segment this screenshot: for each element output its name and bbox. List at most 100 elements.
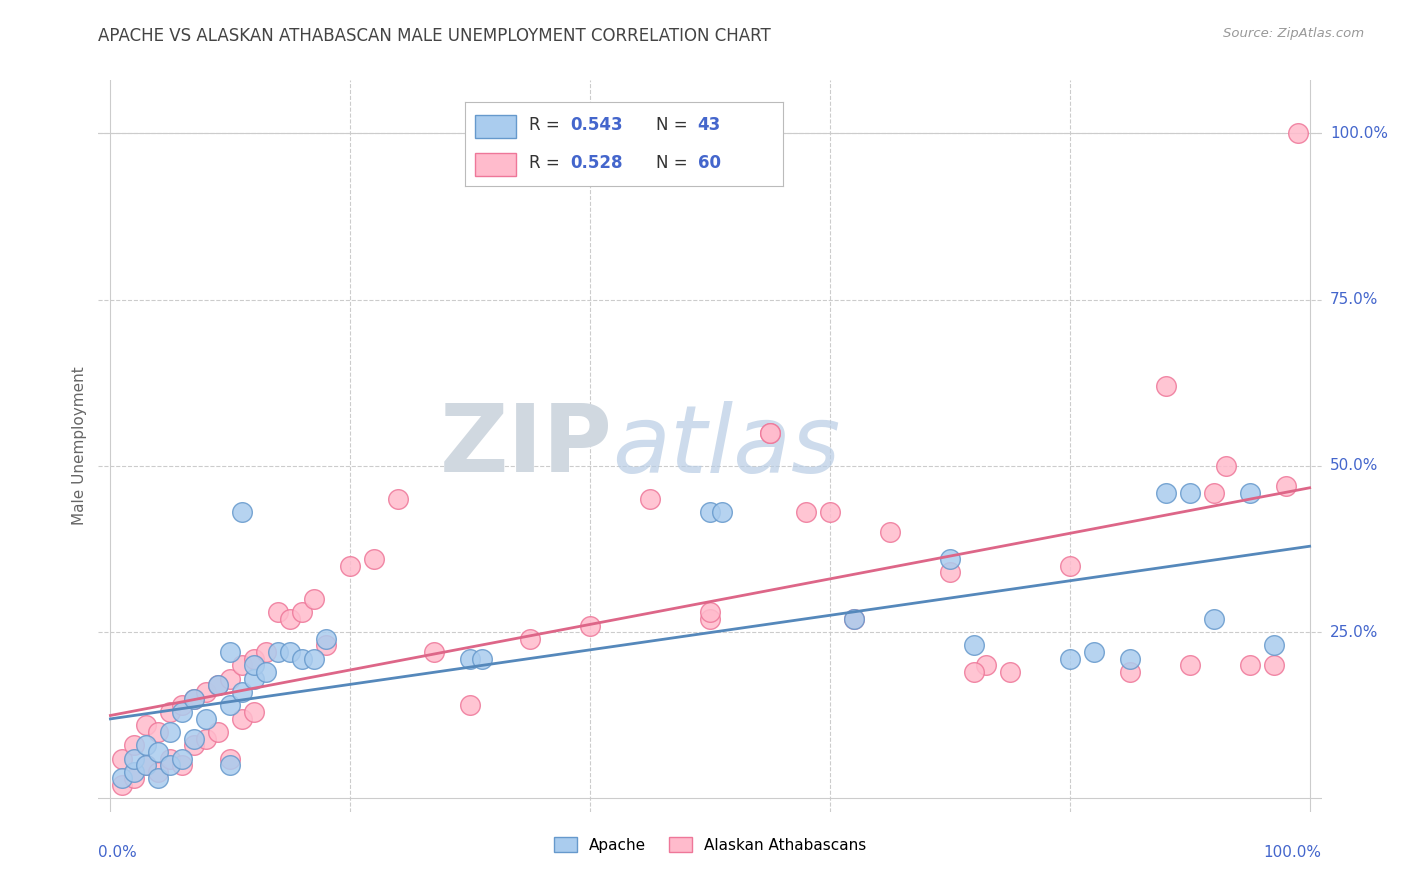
Text: 0.543: 0.543 (571, 116, 623, 134)
Point (254, 645, 277, 659)
Point (1202, 612, 1225, 626)
Point (207, 725, 229, 739)
Point (304, 591, 326, 606)
Text: APACHE VS ALASKAN ATHABASCAN MALE UNEMPLOYMENT CORRELATION CHART: APACHE VS ALASKAN ATHABASCAN MALE UNEMPL… (98, 27, 770, 45)
Point (1154, 485, 1177, 500)
Point (135, 758, 157, 772)
Point (231, 712, 253, 726)
Point (195, 712, 218, 726)
Point (998, 665, 1021, 679)
Point (219, 698, 242, 713)
Bar (475, 115, 516, 138)
Point (243, 658, 266, 673)
Point (267, 645, 290, 659)
Point (219, 672, 242, 686)
Point (278, 612, 301, 626)
Point (183, 691, 205, 706)
Point (939, 552, 962, 566)
Point (291, 605, 314, 619)
Point (267, 605, 290, 619)
Point (458, 698, 481, 713)
Point (195, 731, 218, 746)
Point (135, 758, 157, 772)
Point (699, 605, 721, 619)
Point (1154, 379, 1177, 393)
Text: R =: R = (529, 153, 565, 172)
Text: 25.0%: 25.0% (1330, 624, 1378, 640)
Point (339, 558, 361, 573)
Point (699, 612, 721, 626)
Point (759, 425, 782, 440)
Point (207, 678, 229, 692)
Point (219, 751, 242, 765)
Point (842, 612, 865, 626)
Point (638, 492, 661, 507)
Text: 0.0%: 0.0% (98, 845, 138, 860)
Point (1215, 458, 1237, 473)
Point (159, 758, 181, 772)
Point (111, 751, 134, 765)
Point (458, 652, 481, 666)
Text: 100.0%: 100.0% (1330, 126, 1388, 141)
Point (759, 425, 782, 440)
Point (1119, 665, 1142, 679)
Point (1178, 658, 1201, 673)
Point (148, 725, 170, 739)
Point (172, 751, 194, 765)
Point (219, 758, 242, 772)
Text: 50.0%: 50.0% (1330, 458, 1378, 474)
Point (423, 645, 446, 659)
Point (159, 725, 181, 739)
Point (183, 731, 205, 746)
Point (1274, 479, 1296, 493)
Point (183, 738, 205, 752)
Point (711, 506, 734, 520)
Point (974, 658, 997, 673)
Point (231, 506, 253, 520)
Point (1202, 485, 1225, 500)
Point (195, 685, 218, 699)
Text: 100.0%: 100.0% (1264, 845, 1322, 860)
Point (471, 652, 494, 666)
Point (842, 612, 865, 626)
Text: 75.0%: 75.0% (1330, 293, 1378, 307)
Text: 0.528: 0.528 (571, 153, 623, 172)
Text: atlas: atlas (612, 401, 841, 491)
Point (124, 751, 146, 765)
Point (291, 652, 314, 666)
Point (939, 566, 962, 580)
Point (794, 506, 817, 520)
Point (159, 705, 181, 719)
Point (1263, 639, 1285, 653)
Point (124, 738, 146, 752)
Text: R =: R = (529, 116, 565, 134)
Point (207, 678, 229, 692)
Point (243, 672, 266, 686)
Bar (475, 153, 516, 177)
Text: 43: 43 (697, 116, 721, 134)
Point (1178, 485, 1201, 500)
Point (963, 639, 986, 653)
Text: Source: ZipAtlas.com: Source: ZipAtlas.com (1223, 27, 1364, 40)
Point (1263, 658, 1285, 673)
Point (879, 525, 901, 540)
Text: N =: N = (657, 153, 693, 172)
Point (1239, 658, 1261, 673)
Point (315, 632, 337, 646)
Point (135, 738, 157, 752)
Point (363, 552, 385, 566)
Point (699, 506, 721, 520)
Point (172, 698, 194, 713)
Point (172, 705, 194, 719)
Text: ZIP: ZIP (439, 400, 612, 492)
Point (254, 665, 277, 679)
Point (519, 632, 541, 646)
Point (1083, 645, 1105, 659)
Point (1059, 652, 1081, 666)
Point (243, 705, 266, 719)
Text: 60: 60 (697, 153, 720, 172)
Point (111, 778, 134, 792)
Y-axis label: Male Unemployment: Male Unemployment (72, 367, 87, 525)
Point (172, 758, 194, 772)
Point (148, 745, 170, 759)
